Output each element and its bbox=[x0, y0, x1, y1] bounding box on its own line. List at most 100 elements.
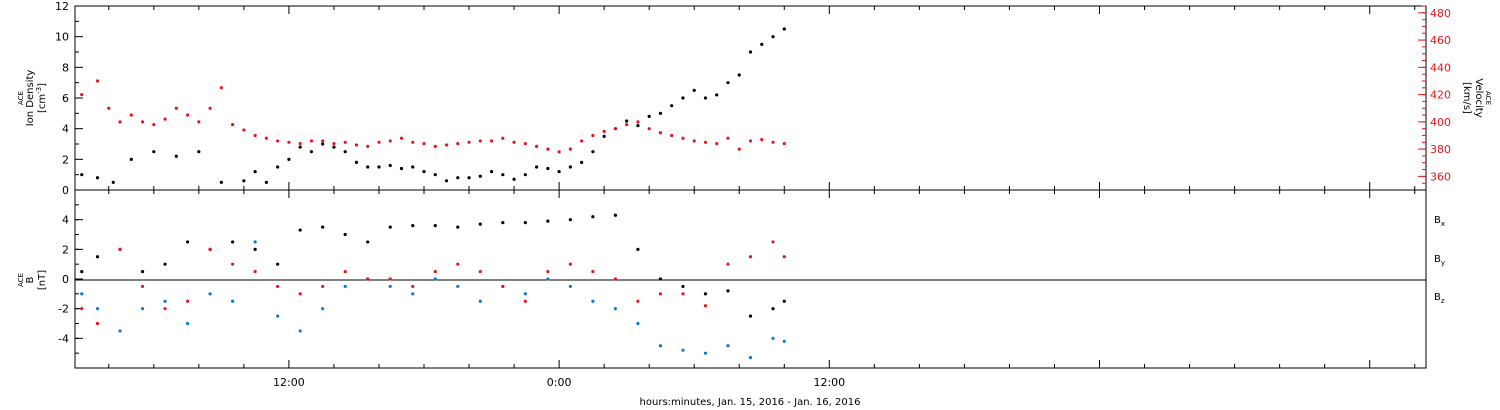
bz-point bbox=[501, 284, 505, 289]
bx-point bbox=[343, 232, 347, 237]
bx-point bbox=[591, 215, 595, 219]
bx-point bbox=[366, 240, 370, 244]
velocity-point bbox=[129, 113, 133, 117]
density-point bbox=[580, 160, 584, 164]
by-point bbox=[80, 292, 84, 296]
panel1-unit-base: [cm bbox=[37, 94, 48, 113]
by-point bbox=[298, 329, 302, 333]
density-point bbox=[489, 170, 494, 174]
velocity-y-tick-label: 420 bbox=[1430, 89, 1451, 102]
velocity-point bbox=[591, 133, 595, 138]
bx-point bbox=[231, 240, 235, 244]
bz-point bbox=[163, 307, 167, 311]
bz-point bbox=[208, 247, 212, 251]
bz-point bbox=[95, 321, 100, 326]
bz-point bbox=[388, 277, 392, 281]
velocity-point bbox=[422, 142, 426, 146]
velocity-point bbox=[771, 140, 775, 144]
bz-point bbox=[726, 262, 730, 266]
velocity-point bbox=[568, 147, 572, 151]
density-point bbox=[737, 73, 741, 77]
velocity-point bbox=[501, 136, 505, 140]
density-point bbox=[591, 150, 595, 154]
panel1-right-label-line2: Velocity bbox=[1473, 78, 1484, 117]
velocity-point bbox=[197, 120, 201, 124]
velocity-point bbox=[231, 122, 235, 127]
by-point bbox=[276, 314, 280, 318]
velocity-point bbox=[80, 92, 84, 97]
bx-point bbox=[658, 277, 663, 281]
velocity-y-tick-label: 460 bbox=[1430, 34, 1451, 47]
panel2-left-label-line2: B bbox=[25, 276, 36, 283]
density-y-tick-label: 8 bbox=[62, 61, 69, 74]
velocity-point bbox=[95, 79, 100, 83]
bx-point bbox=[298, 228, 302, 232]
velocity-point bbox=[433, 144, 437, 148]
velocity-point bbox=[174, 106, 178, 110]
velocity-point bbox=[546, 147, 550, 151]
bz-point bbox=[343, 269, 347, 274]
legend-bx-sub: x bbox=[1441, 220, 1445, 228]
velocity-point bbox=[219, 86, 223, 90]
density-point bbox=[129, 157, 133, 161]
bx-point bbox=[276, 262, 280, 266]
bx-point bbox=[782, 299, 786, 303]
density-point bbox=[399, 166, 404, 171]
velocity-point bbox=[411, 140, 415, 144]
b-y-tick-label: 0 bbox=[62, 273, 69, 286]
by-point bbox=[456, 284, 460, 289]
density-point bbox=[658, 111, 663, 115]
b-y-tick-label: 2 bbox=[62, 243, 69, 256]
bz-point bbox=[433, 269, 437, 274]
bx-point bbox=[501, 221, 505, 225]
by-point bbox=[478, 299, 482, 303]
density-y-tick-label: 4 bbox=[62, 123, 69, 136]
by-point bbox=[343, 284, 347, 289]
bz-point bbox=[456, 262, 460, 266]
bx-point bbox=[681, 284, 685, 289]
bx-point bbox=[411, 224, 415, 228]
by-point bbox=[726, 344, 730, 348]
panel1-right-label-line1: ACE bbox=[1484, 91, 1492, 105]
density-point bbox=[321, 142, 325, 146]
bz-point bbox=[658, 292, 663, 296]
bx-point bbox=[726, 289, 730, 293]
velocity-point bbox=[726, 136, 730, 140]
density-point bbox=[174, 154, 178, 158]
by-point bbox=[231, 299, 235, 303]
bz-point bbox=[298, 292, 302, 296]
density-y-tick-label: 2 bbox=[62, 153, 69, 166]
by-point bbox=[95, 307, 100, 311]
density-point bbox=[625, 119, 629, 123]
density-point bbox=[501, 173, 505, 177]
density-point bbox=[771, 35, 775, 39]
bx-point bbox=[478, 222, 482, 226]
bz-point bbox=[366, 277, 370, 281]
panel1-unit-sup: -3 bbox=[35, 87, 43, 94]
velocity-point bbox=[478, 139, 482, 143]
density-point bbox=[332, 145, 336, 149]
velocity-point bbox=[309, 139, 314, 143]
velocity-point bbox=[613, 127, 618, 131]
velocity-point bbox=[107, 106, 111, 110]
bz-point bbox=[613, 277, 618, 281]
density-point bbox=[478, 174, 482, 178]
bx-point bbox=[321, 225, 325, 229]
density-point bbox=[715, 93, 719, 97]
bx-point bbox=[546, 219, 550, 223]
density-point bbox=[197, 150, 201, 154]
density-point bbox=[726, 81, 730, 85]
legend-bz: Bz bbox=[1434, 292, 1445, 305]
bx-point bbox=[433, 224, 437, 228]
velocity-y-tick-label: 440 bbox=[1430, 61, 1451, 74]
bx-point bbox=[636, 247, 640, 251]
bx-point bbox=[748, 314, 753, 318]
velocity-point bbox=[163, 117, 167, 121]
velocity-y-tick-label: 480 bbox=[1430, 7, 1451, 20]
velocity-point bbox=[748, 139, 753, 143]
b-y-tick-label: -2 bbox=[58, 303, 69, 316]
density-point bbox=[298, 145, 302, 149]
by-point bbox=[568, 284, 572, 289]
velocity-point bbox=[703, 140, 708, 144]
